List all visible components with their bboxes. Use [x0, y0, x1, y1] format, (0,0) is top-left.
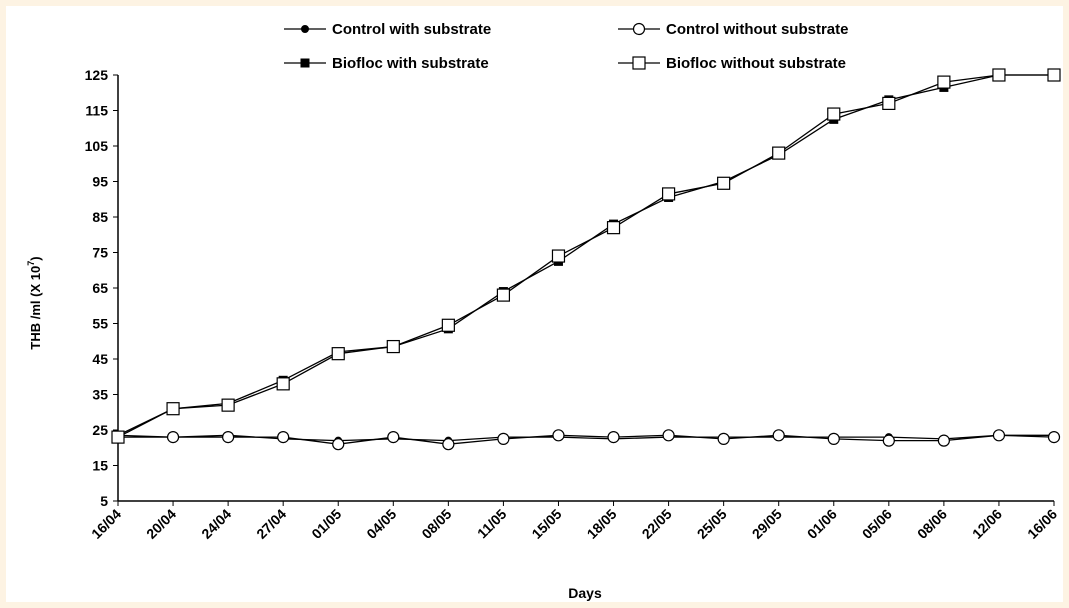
data-point — [827, 432, 840, 445]
x-tick-label: 20/04 — [143, 506, 179, 542]
y-axis-label: THB /ml (X 107) — [26, 256, 43, 349]
data-point — [882, 434, 895, 447]
data-point — [772, 429, 785, 442]
y-axis-label-main: THB /ml (X 10 — [28, 266, 43, 350]
series-4 — [111, 68, 1061, 444]
x-tick-label: 22/05 — [639, 506, 675, 542]
data-point — [551, 249, 566, 263]
data-point — [1047, 431, 1061, 444]
series-1 — [114, 431, 1058, 445]
data-point — [332, 438, 345, 451]
y-tick-label: 115 — [85, 103, 108, 119]
data-point — [166, 402, 180, 416]
series-layer — [111, 68, 1061, 451]
data-point — [276, 377, 290, 391]
legend-item: Biofloc without substrate — [618, 55, 846, 72]
data-point — [992, 68, 1006, 82]
data-point — [166, 431, 180, 444]
x-tick-label: 01/05 — [308, 506, 344, 542]
legend-item: Control without substrate — [618, 21, 849, 38]
legend: Control with substrate Control without su… — [284, 21, 849, 72]
x-tick-label: 15/05 — [528, 506, 564, 542]
y-tick-label: 5 — [100, 493, 108, 509]
data-point — [442, 438, 455, 451]
data-point — [552, 429, 565, 442]
x-tick-label: 29/05 — [749, 506, 785, 542]
y-tick-labels: 5 15 25 35 45 55 65 75 85 95 105 115 125 — [85, 67, 109, 509]
data-point — [661, 187, 676, 201]
data-point — [441, 318, 455, 332]
y-tick-label: 45 — [92, 351, 108, 367]
data-point — [222, 431, 235, 444]
legend-marker — [632, 22, 646, 36]
x-tick-label: 27/04 — [253, 506, 289, 542]
x-tick-label: 01/06 — [804, 506, 840, 542]
legend-label: Biofloc without substrate — [666, 55, 846, 72]
series-line — [118, 434, 1055, 445]
x-tick-label: 24/04 — [198, 506, 234, 542]
x-tick-label: 05/06 — [859, 506, 895, 542]
series-line — [117, 434, 1054, 442]
x-tick-label: 08/05 — [418, 506, 454, 542]
legend-marker — [632, 56, 646, 70]
y-tick-label: 75 — [92, 245, 108, 261]
x-tick-label: 04/05 — [363, 506, 399, 542]
axes — [113, 74, 1055, 506]
legend-item: Biofloc with substrate — [284, 55, 489, 72]
legend-label: Control without substrate — [666, 21, 849, 38]
data-point — [717, 432, 730, 445]
legend-label: Biofloc with substrate — [332, 55, 489, 72]
data-point — [221, 398, 235, 412]
data-point — [387, 431, 400, 444]
series-line — [117, 74, 1054, 438]
x-tick-label: 16/06 — [1024, 506, 1060, 542]
y-tick-label: 55 — [92, 316, 108, 332]
data-point — [331, 347, 345, 361]
plot-panel: 5 15 25 35 45 55 65 75 85 95 105 115 125 16/04 20/04 2… — [6, 6, 1063, 602]
x-tick-labels: 16/04 20/04 24/04 27/04 01/05 04/05 08/05 11/05… — [88, 506, 1060, 542]
x-tick-label: 08/06 — [914, 506, 950, 542]
data-point — [386, 339, 400, 354]
x-tick-label: 12/06 — [969, 506, 1005, 542]
data-point — [717, 176, 731, 190]
legend-marker — [301, 25, 309, 33]
series-3 — [113, 70, 1059, 440]
y-tick-label: 65 — [92, 280, 108, 296]
line-chart: 5 15 25 35 45 55 65 75 85 95 105 115 125 16/04 20/04 2… — [26, 21, 1061, 601]
data-point — [937, 434, 950, 447]
data-point — [662, 429, 675, 442]
y-tick-label: 105 — [85, 138, 109, 154]
y-tick-label: 95 — [92, 174, 108, 190]
x-axis-label: Days — [568, 585, 602, 601]
series-line — [117, 74, 1054, 436]
data-point — [937, 75, 951, 89]
y-tick-label: 15 — [92, 458, 108, 474]
x-tick-label: 11/05 — [474, 506, 510, 542]
data-point — [882, 96, 896, 111]
data-point — [496, 288, 511, 302]
y-axis-label-exponent: 7 — [26, 261, 36, 266]
x-tick-label: 18/05 — [584, 506, 620, 542]
y-axis-label-close: ) — [28, 256, 43, 260]
data-point — [992, 429, 1006, 442]
data-point — [277, 431, 290, 444]
y-tick-label: 125 — [85, 67, 109, 83]
data-point — [497, 432, 510, 445]
legend-label: Control with substrate — [332, 21, 491, 38]
data-point — [1047, 68, 1061, 82]
legend-item: Control with substrate — [284, 21, 491, 38]
y-tick-label: 85 — [92, 209, 108, 225]
x-tick-label: 25/05 — [694, 506, 730, 542]
x-tick-label: 16/04 — [88, 506, 124, 542]
data-point — [111, 430, 125, 444]
legend-marker — [300, 58, 310, 68]
y-tick-label: 35 — [92, 387, 108, 403]
data-point — [772, 146, 786, 160]
series-2 — [111, 429, 1061, 451]
y-tick-label: 25 — [92, 422, 108, 438]
data-point — [606, 221, 621, 235]
data-point — [607, 431, 620, 444]
data-point — [827, 107, 841, 121]
